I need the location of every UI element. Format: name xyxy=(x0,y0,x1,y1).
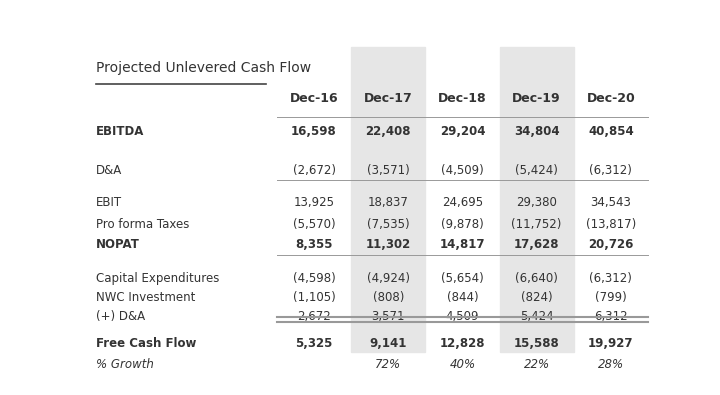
Text: 12,828: 12,828 xyxy=(440,337,485,350)
Text: (4,598): (4,598) xyxy=(292,272,336,285)
Bar xyxy=(351,47,426,352)
Text: Dec-17: Dec-17 xyxy=(364,92,413,105)
Text: 8,355: 8,355 xyxy=(295,239,333,251)
Text: 5,424: 5,424 xyxy=(520,310,554,323)
Text: (1,105): (1,105) xyxy=(292,291,336,304)
Text: (824): (824) xyxy=(521,291,552,304)
Text: (799): (799) xyxy=(595,291,627,304)
Text: Projected Unlevered Cash Flow: Projected Unlevered Cash Flow xyxy=(96,61,311,75)
Text: 2,672: 2,672 xyxy=(297,310,331,323)
Text: 20,726: 20,726 xyxy=(588,239,634,251)
Text: NOPAT: NOPAT xyxy=(96,239,140,251)
Text: (6,312): (6,312) xyxy=(590,272,632,285)
Text: (5,424): (5,424) xyxy=(516,164,558,177)
Bar xyxy=(500,47,574,352)
Text: 16,598: 16,598 xyxy=(291,125,337,138)
Text: (5,654): (5,654) xyxy=(441,272,484,285)
Text: 6,312: 6,312 xyxy=(594,310,628,323)
Text: Pro forma Taxes: Pro forma Taxes xyxy=(96,218,189,231)
Text: D&A: D&A xyxy=(96,164,122,177)
Text: Dec-19: Dec-19 xyxy=(513,92,561,105)
Text: 3,571: 3,571 xyxy=(372,310,405,323)
Text: 29,204: 29,204 xyxy=(440,125,485,138)
Text: (7,535): (7,535) xyxy=(367,218,410,231)
Text: 28%: 28% xyxy=(598,357,624,371)
Text: 5,325: 5,325 xyxy=(295,337,333,350)
Text: Dec-20: Dec-20 xyxy=(587,92,635,105)
Text: 17,628: 17,628 xyxy=(514,239,559,251)
Text: 29,380: 29,380 xyxy=(516,196,557,209)
Text: Capital Expenditures: Capital Expenditures xyxy=(96,272,219,285)
Text: EBIT: EBIT xyxy=(96,196,122,209)
Text: 13,925: 13,925 xyxy=(294,196,335,209)
Text: NWC Investment: NWC Investment xyxy=(96,291,195,304)
Text: 24,695: 24,695 xyxy=(442,196,483,209)
Text: 34,543: 34,543 xyxy=(590,196,631,209)
Text: 4,509: 4,509 xyxy=(446,310,480,323)
Text: 11,302: 11,302 xyxy=(366,239,411,251)
Text: (3,571): (3,571) xyxy=(367,164,410,177)
Text: Dec-18: Dec-18 xyxy=(438,92,487,105)
Text: (5,570): (5,570) xyxy=(293,218,336,231)
Text: Dec-16: Dec-16 xyxy=(289,92,338,105)
Text: Free Cash Flow: Free Cash Flow xyxy=(96,337,196,350)
Text: (808): (808) xyxy=(372,291,404,304)
Text: 72%: 72% xyxy=(375,357,401,371)
Text: 22%: 22% xyxy=(523,357,550,371)
Text: 18,837: 18,837 xyxy=(368,196,409,209)
Text: (+) D&A: (+) D&A xyxy=(96,310,145,323)
Text: 40%: 40% xyxy=(449,357,475,371)
Text: 15,588: 15,588 xyxy=(514,337,559,350)
Text: % Growth: % Growth xyxy=(96,357,153,371)
Text: (9,878): (9,878) xyxy=(441,218,484,231)
Text: 34,804: 34,804 xyxy=(514,125,559,138)
Text: (13,817): (13,817) xyxy=(586,218,636,231)
Text: (4,924): (4,924) xyxy=(366,272,410,285)
Text: (4,509): (4,509) xyxy=(441,164,484,177)
Text: EBITDA: EBITDA xyxy=(96,125,144,138)
Text: (6,312): (6,312) xyxy=(590,164,632,177)
Text: (11,752): (11,752) xyxy=(511,218,562,231)
Text: (2,672): (2,672) xyxy=(292,164,336,177)
Text: 22,408: 22,408 xyxy=(366,125,411,138)
Text: 19,927: 19,927 xyxy=(588,337,634,350)
Text: 9,141: 9,141 xyxy=(369,337,407,350)
Text: (844): (844) xyxy=(446,291,478,304)
Text: 14,817: 14,817 xyxy=(440,239,485,251)
Text: (6,640): (6,640) xyxy=(516,272,558,285)
Text: 40,854: 40,854 xyxy=(588,125,634,138)
